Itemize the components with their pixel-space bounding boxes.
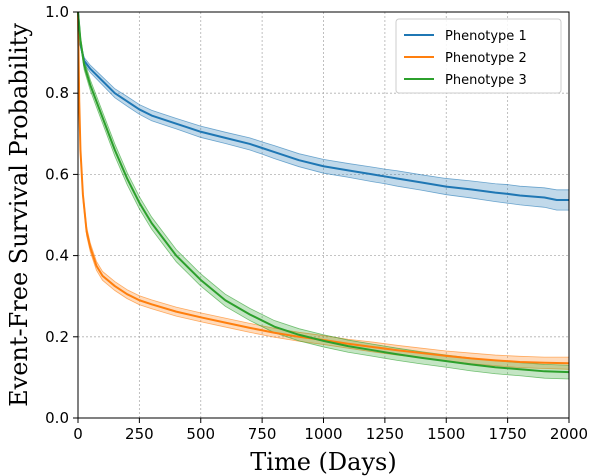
x-tick-label: 500 — [186, 425, 215, 443]
series-line — [77, 11, 570, 374]
y-tick-label: 1.0 — [45, 3, 69, 21]
x-axis-label: Time (Days) — [250, 448, 396, 476]
legend-box — [395, 18, 562, 94]
y-tick-label: 0.8 — [45, 84, 69, 102]
series-line — [77, 11, 570, 365]
legend: Phenotype 1 Phenotype 2 Phenotype 3 — [395, 18, 562, 94]
series-line — [77, 11, 569, 201]
axis-ticks: 0 250 500 750 1000 1250 1500 1750 2000 0.0 0.2 0.4 0… — [45, 3, 588, 443]
y-tick-label: 0.0 — [45, 409, 69, 427]
x-tick-label: 1250 — [366, 425, 404, 443]
legend-label: Phenotype 1 — [445, 29, 527, 44]
legend-label: Phenotype 2 — [445, 51, 527, 66]
y-tick-label: 0.4 — [45, 247, 69, 265]
x-tick-label: 250 — [125, 425, 154, 443]
x-tick-label: 1500 — [427, 425, 465, 443]
survival-curves — [77, 11, 570, 374]
x-tick-label: 1000 — [304, 425, 342, 443]
x-tick-label: 750 — [248, 425, 277, 443]
y-tick-label: 0.2 — [45, 328, 69, 346]
legend-label: Phenotype 3 — [445, 73, 527, 88]
x-tick-label: 1750 — [489, 425, 527, 443]
x-tick-label: 0 — [73, 425, 83, 443]
y-axis-label: Event-Free Survival Probability — [5, 23, 33, 407]
y-tick-label: 0.6 — [45, 165, 69, 183]
x-tick-label: 2000 — [550, 425, 588, 443]
